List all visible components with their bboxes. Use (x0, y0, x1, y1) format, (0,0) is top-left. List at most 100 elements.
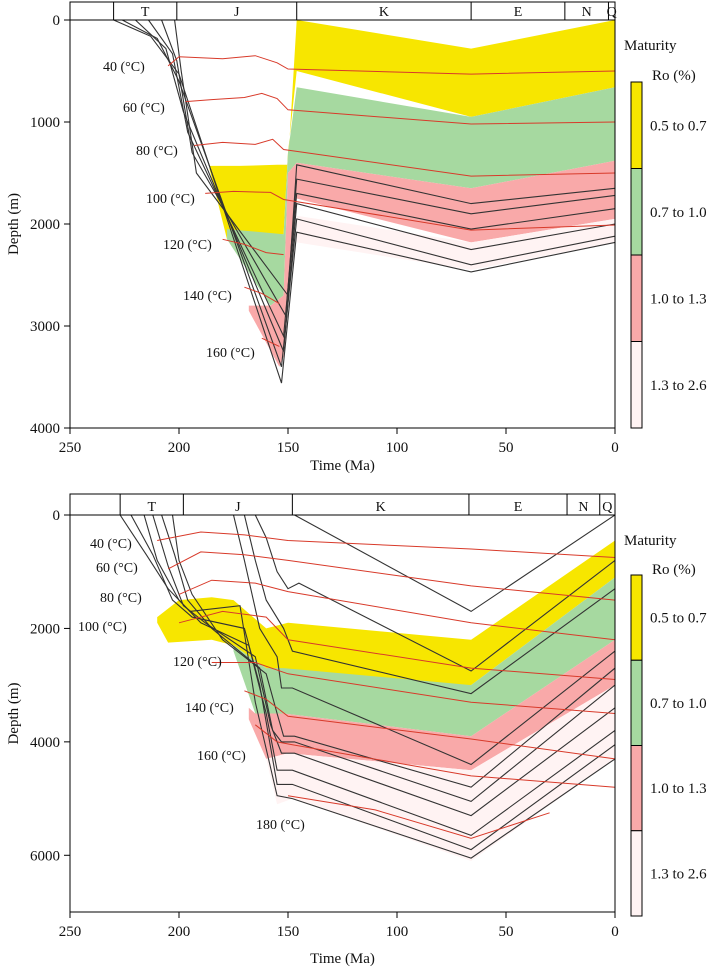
legend-item-label: 1.3 to 2.6 (650, 866, 707, 882)
x-tick-label: 100 (386, 440, 409, 456)
isotherm-label: 80 (°C) (100, 591, 142, 606)
isotherm-line (185, 92, 615, 125)
period-label-N: N (582, 5, 592, 20)
legend-item-label: 1.0 to 1.3 (650, 781, 707, 797)
isotherm-line (167, 551, 615, 601)
period-label-Q: Q (607, 5, 617, 20)
isotherm-label: 100 (°C) (146, 192, 195, 207)
burial-curve-4 (148, 20, 615, 339)
isotherm-line (254, 724, 615, 788)
isotherm-line (178, 610, 615, 680)
y-tick-label: 2000 (30, 217, 60, 233)
legend-swatch (630, 254, 643, 342)
maturity-zone-0_5-to-0_7 (209, 20, 615, 240)
isotherm-line (222, 238, 284, 256)
burial-curve-10 (294, 515, 615, 613)
plot-area (119, 515, 615, 861)
period-label-K: K (379, 5, 389, 20)
x-tick-label: 250 (59, 924, 82, 940)
isotherm-line (287, 795, 550, 839)
burial-curve-5 (161, 20, 615, 318)
burial-curve-1 (113, 20, 615, 384)
maturity-zone-0_7-to-1_0 (227, 87, 615, 306)
legend-swatch (630, 659, 643, 746)
isotherm-label: 120 (°C) (173, 655, 222, 670)
x-tick-label: 0 (611, 440, 619, 456)
x-tick-label: 50 (499, 440, 514, 456)
y-tick-label: 3000 (30, 319, 60, 335)
x-tick-label: 150 (277, 924, 300, 940)
legend-swatch (630, 830, 643, 917)
legend-swatch (630, 168, 643, 256)
isotherm-line (261, 337, 280, 347)
chart-panel-bottom: 40 (°C) 60 (°C) 80 (°C) 100 (°C) 120 (°C) 140… (6, 493, 707, 967)
isotherm-label: 100 (°C) (78, 620, 127, 635)
burial-curve-6 (174, 20, 615, 297)
maturity-zone-0_7-to-1_0 (233, 577, 615, 737)
burial-curve-6 (171, 515, 615, 788)
chart-panel-top: 40 (°C) 60 (°C) 80 (°C) 100 (°C) 120 (°C) 140… (6, 1, 707, 474)
burial-curve-2 (122, 20, 615, 367)
y-tick-label: 4000 (30, 735, 60, 751)
y-tick-label: 4000 (30, 421, 60, 437)
isotherm-line (157, 531, 615, 558)
maturity-zone-1_3-to-2_6 (296, 215, 615, 270)
y-axis-label: Depth (m) (6, 682, 22, 744)
isotherm-label: 40 (°C) (90, 537, 132, 552)
period-label-J: J (235, 500, 241, 515)
maturity-zone-1_3-to-2_6 (266, 685, 615, 861)
isotherm-label: 80 (°C) (136, 144, 178, 159)
legend-title: Maturity (624, 533, 677, 549)
period-label-E: E (514, 5, 523, 20)
isotherm-line (244, 286, 280, 305)
maturity-zone-1_0-to-1_3 (248, 160, 615, 367)
isotherm-label: 60 (°C) (123, 101, 165, 116)
isotherm-label: 180 (°C) (256, 818, 305, 833)
burial-curve-3 (143, 515, 615, 837)
isotherm-line (194, 138, 615, 177)
maturity-legend: Maturity Ro (%) 0.5 to 0.7 0.7 to 1.0 1.0 to… (624, 38, 707, 429)
legend-subtitle: Ro (%) (652, 68, 696, 84)
legend-subtitle: Ro (%) (652, 562, 696, 578)
burial-curve-8 (243, 515, 615, 695)
y-tick-label: 0 (53, 13, 61, 29)
isotherm-label: 140 (°C) (183, 289, 232, 304)
x-tick-label: 50 (499, 924, 514, 940)
y-tick-label: 0 (53, 508, 61, 524)
legend-item-label: 1.3 to 2.6 (650, 378, 707, 394)
x-axis-label: Time (Ma) (310, 951, 375, 967)
y-tick-label: 1000 (30, 115, 60, 131)
legend-swatch (630, 341, 643, 429)
plot-area (113, 20, 615, 384)
x-axis-label: Time (Ma) (310, 458, 375, 474)
burial-curve-4 (152, 515, 615, 817)
isotherm-label: 120 (°C) (163, 238, 212, 253)
period-label-E: E (514, 500, 523, 515)
period-strip (69, 1, 616, 21)
maturity-legend: Maturity Ro (%) 0.5 to 0.7 0.7 to 1.0 1.0 to… (624, 533, 707, 917)
period-label-N: N (578, 500, 588, 515)
burial-curve-1 (119, 515, 615, 859)
isotherm-label: 160 (°C) (206, 346, 255, 361)
legend-item-label: 0.7 to 1.0 (650, 205, 707, 221)
period-strip (69, 493, 616, 516)
period-label-Q: Q (602, 500, 612, 515)
burial-curve-3 (135, 20, 615, 352)
period-label-T: T (147, 500, 156, 515)
period-label-T: T (141, 5, 150, 20)
legend-swatch (630, 81, 643, 169)
burial-curve-7 (232, 515, 615, 766)
legend-title: Maturity (624, 38, 677, 54)
period-label-K: K (376, 500, 386, 515)
legend-swatch (630, 574, 643, 661)
isotherm-label: 160 (°C) (197, 749, 246, 764)
isotherm-line (211, 662, 615, 714)
x-tick-label: 200 (168, 440, 191, 456)
maturity-zone-1_0-to-1_3 (248, 639, 615, 771)
legend-item-label: 0.5 to 0.7 (650, 611, 707, 627)
isotherm-line (167, 55, 615, 75)
x-tick-label: 150 (277, 440, 300, 456)
isotherm-label: 40 (°C) (103, 60, 145, 75)
x-tick-label: 0 (611, 924, 619, 940)
